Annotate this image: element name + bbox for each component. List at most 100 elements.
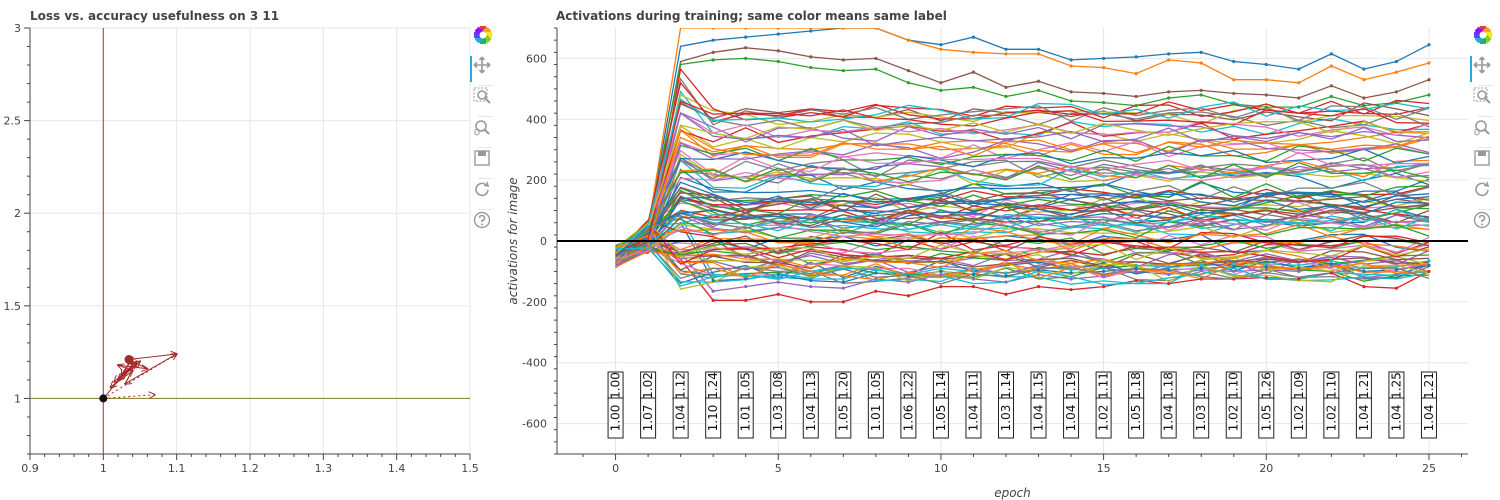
activation-series-line [615,220,1430,265]
left-y-tick-label: 2 [14,207,21,220]
activation-point [809,65,813,70]
activation-point [744,285,748,289]
activation-point [906,81,910,85]
left-chart-plot[interactable]: 0.9 1 1.1 1.2 1.3 1.4 1.5 1 1.5 2 2.5 3 [0,0,500,500]
left-x-tick-label: 0.9 [21,462,39,475]
activation-point [809,29,813,33]
activation-point [1036,268,1041,272]
activation-point [874,268,878,272]
annotation-top-label: 1.24 [706,372,720,399]
activation-point [776,275,780,280]
annotation-top-label: 1.00 [609,372,623,399]
activation-point [1102,269,1106,274]
activation-point [971,277,976,281]
toolbar-separator [1478,116,1492,117]
activation-point [971,70,976,74]
activation-point [776,280,780,284]
activation-point [1199,61,1203,65]
y-axis-label: activations for image [506,177,520,304]
activation-point [1232,262,1236,266]
box-zoom-icon[interactable] [473,87,497,113]
right-chart-plot[interactable]: 0 5 10 15 20 25 -600 -400 -200 0 200 400 600 epoch act… [500,0,1500,500]
activation-series-line [615,242,1430,285]
activation-series-line [615,229,1430,260]
activation-point [1167,96,1171,100]
activation-series-line [615,144,1430,251]
activation-point [1394,286,1399,290]
annotation-top-label: 1.14 [999,372,1013,399]
right-toolbar [1470,25,1497,242]
reset-icon[interactable] [1473,180,1497,206]
help-icon[interactable] [1473,211,1497,237]
annotation-box-bottom [1128,397,1145,439]
wheel-zoom-icon[interactable] [473,118,497,144]
annotation-top-label: 1.13 [804,372,818,399]
wheel-zoom-icon[interactable] [1473,118,1497,144]
loss-arrow [128,354,177,361]
epoch-annotation: 1.21 1.04 [1355,371,1372,439]
activation-series-line [615,235,1430,281]
activation-point [841,69,845,73]
activation-point [874,277,878,281]
left-toolbar [470,25,497,242]
annotation-bottom-label: 1.04 [966,405,980,432]
activation-point [841,277,845,281]
activation-point [1134,103,1138,108]
annotation-box-bottom [1030,397,1047,439]
right-y-tick-label: 200 [526,174,547,187]
annotation-bottom-label: 1.04 [674,405,688,432]
activation-point [1036,79,1041,83]
activation-point [1362,285,1366,289]
annotation-box-bottom [1258,397,1275,439]
activation-point [1264,262,1268,266]
activation-point [874,56,878,61]
activation-point [1102,65,1106,70]
activation-point [1362,269,1366,274]
activation-point [1134,94,1138,99]
pan-icon[interactable] [470,56,497,82]
annotation-top-label: 1.10 [1324,372,1338,399]
save-icon[interactable] [473,149,497,175]
activation-point [1362,67,1366,71]
activation-point [1134,263,1138,267]
annotation-bottom-label: 1.04 [1357,405,1371,432]
activation-point [1069,58,1073,62]
activation-point [1199,93,1203,97]
reset-icon[interactable] [473,180,497,206]
activation-series-line [615,189,1430,255]
activation-point [1199,50,1203,54]
activation-series-line [615,148,1430,263]
activation-point [971,85,976,89]
help-icon[interactable] [473,211,497,237]
activation-point [711,58,715,62]
pan-icon[interactable] [1470,56,1497,82]
activation-point [1394,265,1399,269]
activation-point [711,298,715,302]
activation-series-line [615,230,1430,268]
activation-point [776,292,780,296]
activation-point [1264,78,1268,82]
activation-point [971,35,976,39]
annotation-box-bottom [1355,397,1372,439]
left-x-tick-label: 1.3 [315,462,333,475]
epoch-annotation: 1.15 1.04 [1030,371,1047,439]
activation-point [1004,47,1008,51]
activation-point [1329,262,1333,266]
annotation-bottom-label: 1.04 [1162,405,1176,432]
toolbar-separator [478,116,492,117]
activation-series-line [615,248,1430,272]
annotation-top-label: 1.05 [739,372,753,399]
right-y-tick-label: -400 [522,357,547,370]
annotation-box-bottom [1290,397,1307,439]
annotation-bottom-label: 1.10 [706,405,720,432]
activation-point [874,28,878,30]
activation-point [1329,94,1333,99]
save-icon[interactable] [1473,149,1497,175]
box-zoom-icon[interactable] [1473,87,1497,113]
activation-point [744,277,748,281]
activation-point [1167,58,1171,62]
activation-point [1232,265,1236,269]
activation-point [971,272,976,277]
activation-point [906,294,910,298]
activation-point [1167,90,1171,94]
